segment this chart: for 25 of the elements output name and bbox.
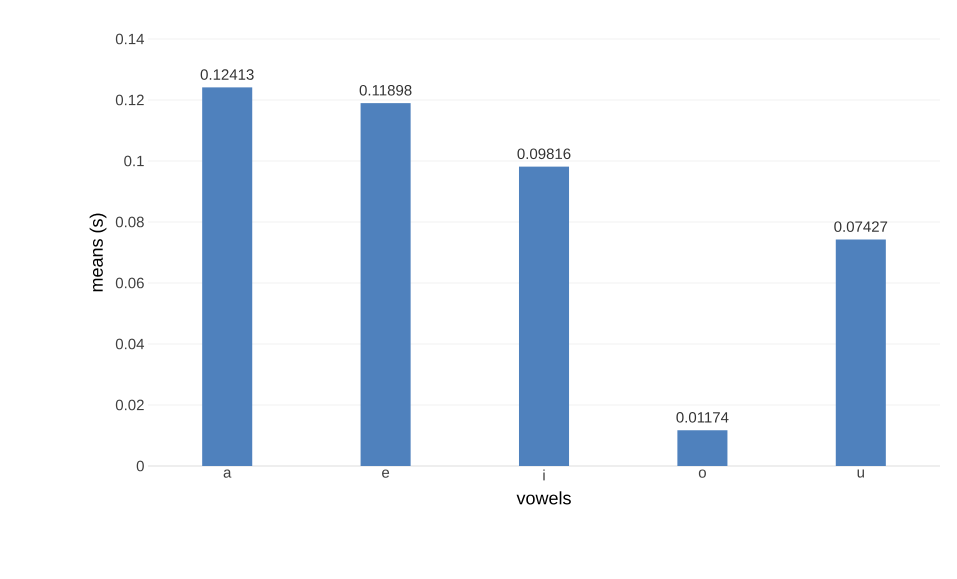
bar bbox=[360, 103, 411, 466]
y-tick-label: 0.1 bbox=[124, 156, 144, 166]
data-label: 0.12413 bbox=[200, 69, 254, 80]
y-tick-label: 0.06 bbox=[116, 278, 144, 288]
data-label: 0.09816 bbox=[517, 148, 570, 160]
bar bbox=[677, 430, 728, 466]
bar bbox=[518, 166, 570, 466]
x-tick-label: u bbox=[858, 470, 864, 478]
data-label: 0.11898 bbox=[360, 84, 412, 96]
bar bbox=[202, 87, 252, 466]
y-tick-label: 0.02 bbox=[116, 400, 144, 410]
y-tick-label: 0.04 bbox=[116, 338, 144, 350]
y-tick-label: 0.12 bbox=[116, 94, 144, 106]
y-tick-label: 0.14 bbox=[116, 34, 144, 44]
y-tick-label: 0.08 bbox=[116, 216, 144, 228]
data-label: 0.01174 bbox=[676, 412, 729, 423]
y-axis-title: means (s) bbox=[90, 214, 106, 292]
x-tick-label: i bbox=[543, 470, 545, 480]
x-tick-label: a bbox=[224, 470, 232, 478]
y-tick-label: 0 bbox=[136, 460, 144, 472]
bar bbox=[836, 239, 886, 466]
x-tick-label: e bbox=[382, 470, 390, 478]
x-axis-title: vowels bbox=[516, 491, 571, 504]
data-label: 0.07427 bbox=[834, 221, 888, 232]
x-tick-label: o bbox=[698, 470, 706, 478]
